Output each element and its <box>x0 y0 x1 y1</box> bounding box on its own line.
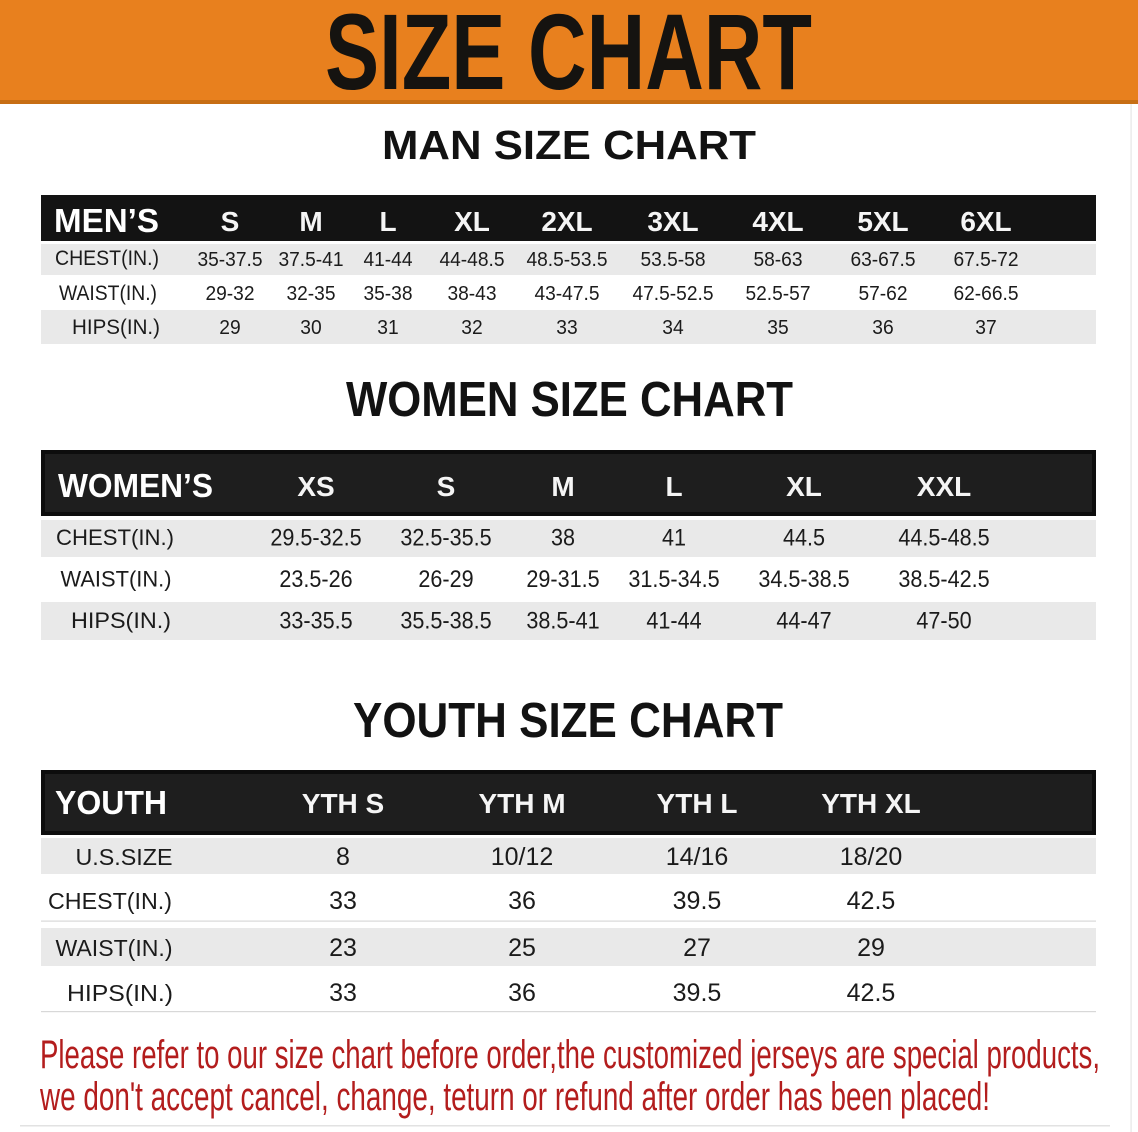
svg-text:23: 23 <box>329 934 357 962</box>
svg-text:XL: XL <box>786 471 822 502</box>
svg-text:34: 34 <box>662 317 683 339</box>
svg-text:5XL: 5XL <box>857 206 908 237</box>
svg-text:47.5-52.5: 47.5-52.5 <box>632 283 713 305</box>
svg-text:Please refer to our size chart: Please refer to our size chart before or… <box>40 1033 1100 1077</box>
svg-text:42.5: 42.5 <box>847 887 896 915</box>
svg-text:33: 33 <box>329 887 357 915</box>
svg-text:27: 27 <box>683 934 711 962</box>
svg-text:41-44: 41-44 <box>646 608 701 635</box>
svg-text:YTH M: YTH M <box>478 788 565 819</box>
svg-text:67.5-72: 67.5-72 <box>953 249 1018 271</box>
svg-text:32-35: 32-35 <box>286 283 335 305</box>
svg-text:YOUTH: YOUTH <box>55 784 167 821</box>
svg-text:CHEST(IN.): CHEST(IN.) <box>48 888 172 914</box>
svg-text:36: 36 <box>508 887 536 915</box>
svg-text:44-48.5: 44-48.5 <box>439 249 504 271</box>
svg-text:L: L <box>665 471 682 502</box>
svg-text:S: S <box>437 471 456 502</box>
svg-text:32.5-35.5: 32.5-35.5 <box>400 525 491 552</box>
svg-text:CHEST(IN.): CHEST(IN.) <box>55 247 159 270</box>
svg-text:10/12: 10/12 <box>491 843 554 871</box>
svg-text:XXL: XXL <box>917 471 971 502</box>
svg-text:47-50: 47-50 <box>916 608 971 635</box>
svg-text:MEN’S: MEN’S <box>54 202 159 239</box>
svg-text:CHEST(IN.): CHEST(IN.) <box>56 525 174 550</box>
svg-text:XS: XS <box>297 471 334 502</box>
svg-text:23.5-26: 23.5-26 <box>279 566 352 593</box>
svg-text:63-67.5: 63-67.5 <box>850 249 915 271</box>
svg-text:HIPS(IN.): HIPS(IN.) <box>72 316 160 339</box>
svg-text:35-37.5: 35-37.5 <box>197 249 262 271</box>
svg-text:14/16: 14/16 <box>666 843 729 871</box>
svg-text:YTH S: YTH S <box>302 788 384 819</box>
svg-text:2XL: 2XL <box>541 206 592 237</box>
svg-text:4XL: 4XL <box>752 206 803 237</box>
svg-text:39.5: 39.5 <box>673 979 722 1007</box>
svg-text:53.5-58: 53.5-58 <box>640 249 705 271</box>
svg-text:62-66.5: 62-66.5 <box>953 283 1018 305</box>
svg-text:38.5-42.5: 38.5-42.5 <box>898 566 989 593</box>
svg-text:58-63: 58-63 <box>753 249 802 271</box>
svg-text:38: 38 <box>551 525 575 552</box>
svg-text:WOMEN’S: WOMEN’S <box>58 467 213 504</box>
svg-text:29: 29 <box>219 317 240 339</box>
svg-text:41: 41 <box>662 525 686 552</box>
svg-text:3XL: 3XL <box>647 206 698 237</box>
svg-text:18/20: 18/20 <box>840 843 903 871</box>
svg-text:44.5-48.5: 44.5-48.5 <box>898 525 989 552</box>
svg-text:42.5: 42.5 <box>847 979 896 1007</box>
svg-text:L: L <box>379 206 396 237</box>
svg-text:XL: XL <box>454 206 490 237</box>
svg-text:31.5-34.5: 31.5-34.5 <box>628 566 719 593</box>
svg-text:29-31.5: 29-31.5 <box>526 566 599 593</box>
svg-text:41-44: 41-44 <box>363 249 412 271</box>
svg-text:36: 36 <box>508 979 536 1007</box>
svg-text:29: 29 <box>857 934 885 962</box>
svg-text:39.5: 39.5 <box>673 887 722 915</box>
svg-text:31: 31 <box>377 317 398 339</box>
svg-text:35.5-38.5: 35.5-38.5 <box>400 608 491 635</box>
svg-text:33-35.5: 33-35.5 <box>279 608 352 635</box>
svg-text:YOUTH SIZE CHART: YOUTH SIZE CHART <box>353 694 783 748</box>
svg-text:52.5-57: 52.5-57 <box>745 283 810 305</box>
svg-text:WAIST(IN.): WAIST(IN.) <box>56 935 173 961</box>
svg-text:YTH XL: YTH XL <box>821 788 921 819</box>
svg-text:35-38: 35-38 <box>363 283 412 305</box>
svg-text:43-47.5: 43-47.5 <box>534 283 599 305</box>
svg-text:YTH L: YTH L <box>657 788 738 819</box>
svg-text:WOMEN SIZE CHART: WOMEN SIZE CHART <box>346 373 793 427</box>
svg-text:M: M <box>551 471 574 502</box>
svg-text:34.5-38.5: 34.5-38.5 <box>758 566 849 593</box>
svg-text:57-62: 57-62 <box>858 283 907 305</box>
svg-text:48.5-53.5: 48.5-53.5 <box>526 249 607 271</box>
svg-text:38.5-41: 38.5-41 <box>526 608 599 635</box>
svg-text:33: 33 <box>329 979 357 1007</box>
svg-text:U.S.SIZE: U.S.SIZE <box>76 844 173 870</box>
svg-text:S: S <box>221 206 240 237</box>
svg-text:29.5-32.5: 29.5-32.5 <box>270 525 361 552</box>
svg-text:M: M <box>299 206 322 237</box>
svg-text:HIPS(IN.): HIPS(IN.) <box>67 980 173 1006</box>
svg-text:6XL: 6XL <box>960 206 1011 237</box>
svg-text:WAIST(IN.): WAIST(IN.) <box>59 282 157 305</box>
svg-text:36: 36 <box>872 317 893 339</box>
svg-text:we don't accept cancel, change: we don't accept cancel, change, teturn o… <box>39 1075 990 1119</box>
svg-text:38-43: 38-43 <box>447 283 496 305</box>
svg-text:MAN SIZE CHART: MAN SIZE CHART <box>382 122 756 168</box>
svg-text:30: 30 <box>300 317 321 339</box>
svg-text:44-47: 44-47 <box>776 608 831 635</box>
svg-text:32: 32 <box>461 317 482 339</box>
svg-text:SIZE CHART: SIZE CHART <box>325 0 812 112</box>
svg-text:35: 35 <box>767 317 788 339</box>
svg-text:37: 37 <box>975 317 996 339</box>
svg-text:HIPS(IN.): HIPS(IN.) <box>71 608 171 633</box>
svg-text:8: 8 <box>336 843 350 871</box>
svg-text:37.5-41: 37.5-41 <box>278 249 343 271</box>
svg-text:33: 33 <box>556 317 577 339</box>
svg-text:44.5: 44.5 <box>783 525 825 552</box>
svg-text:26-29: 26-29 <box>418 566 473 593</box>
svg-text:25: 25 <box>508 934 536 962</box>
svg-text:WAIST(IN.): WAIST(IN.) <box>61 567 172 592</box>
svg-text:29-32: 29-32 <box>205 283 254 305</box>
